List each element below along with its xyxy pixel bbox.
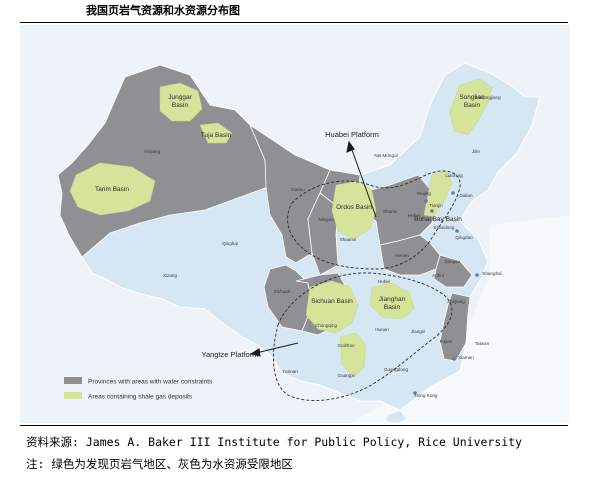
basin-label-basin-line2: Basin: [172, 102, 189, 109]
place-label-xiamen: Xiamen: [458, 355, 474, 360]
map-container: Junggar Basin Tuja Basin Tarim Basin Ordos B…: [20, 25, 570, 423]
source-rule: [20, 425, 568, 426]
place-label-liaoning: Liaoning: [445, 173, 463, 178]
place-label-guizhou: Guizhou: [337, 343, 355, 348]
place-label-hong-kong: Hong Kong: [415, 393, 438, 398]
place-label-hubei: Hubei: [378, 279, 390, 284]
place-label-jiangxi: Jiangxi: [411, 329, 425, 334]
basin-label-sichuan-basin: Sichuan Basin: [311, 298, 353, 305]
place-label-anhui: Anhui: [432, 273, 444, 278]
city-dot-xiamen: [452, 357, 456, 361]
place-label-yunnan: Yunnan: [282, 369, 298, 374]
source-note: 资料来源: James A. Baker III Institute for P…: [26, 434, 522, 450]
place-label-sichuan: Sichuan: [274, 289, 291, 294]
place-label-tianjin: Tianjin: [429, 203, 443, 208]
city-dot-qingdao: [455, 229, 459, 233]
place-label-xizang: Xizang: [163, 273, 177, 278]
place-label-xinjiang: Xinjiang: [144, 149, 161, 154]
place-label-shanghai: Shanghai: [482, 271, 501, 276]
place-label-fujian: Fujian: [440, 339, 453, 344]
platform-label-huabei-platform: Huabei Platform: [325, 130, 379, 139]
place-label-ningxia: Ningxia: [318, 217, 334, 222]
place-label-guangdong: Guangdong: [384, 367, 408, 372]
platform-label-yangtze-platform: Yangtze Platform: [202, 350, 259, 359]
place-label-shaanxi: Shaanxi: [340, 237, 357, 242]
place-label-shandong: Shandong: [434, 225, 455, 230]
basin-label-ordos-basin: Ordos Basin: [336, 204, 372, 211]
place-label-dalian: Dalian: [459, 193, 472, 198]
legend-swatch-water: [64, 377, 82, 384]
legend-label-water: Provinces with areas with water constrai…: [88, 379, 213, 386]
place-label-henan: Henan: [395, 253, 409, 258]
city-dot-shanghai: [475, 273, 479, 277]
city-dot-dalian: [451, 191, 455, 195]
place-label-zhejiang: Zhejiang: [447, 299, 465, 304]
basin-label-tuja-basin: Tuja Basin: [201, 132, 232, 139]
place-label-guangxi: Guangxi: [337, 373, 354, 378]
place-label-heilongjiang: Heilongjiang: [475, 95, 501, 100]
place-label-beijing: Beijing: [417, 191, 431, 196]
basin-label-junggar-line1: Junggar: [168, 94, 192, 101]
place-label-hebei: Hebei: [408, 213, 420, 218]
legend-label-shale: Areas containing shale gas deposits: [88, 394, 193, 401]
place-label-jiangsu: Jiangsu: [444, 259, 460, 264]
basin-label-basin-line2: Basin: [464, 102, 481, 109]
place-label-hunan: Hunan: [375, 327, 389, 332]
title-rule: [20, 22, 568, 23]
place-label-chongqing: Chongqing: [315, 323, 338, 328]
basin-label-bohai-bay-basin: Bohai Bay Basin: [414, 216, 462, 223]
place-label-gansu: Gansu: [291, 187, 305, 192]
basin-label-jianghan-line1: Jianghan: [379, 296, 406, 303]
figure-title: 我国页岩气资源和水资源分布图: [86, 2, 240, 18]
place-label-qingdao: Qingdao: [455, 235, 473, 240]
basin-label-tarim-basin: Tarim Basin: [95, 186, 129, 193]
place-label-shanxi: Shanxi: [383, 209, 397, 214]
legend-swatch-shale: [64, 392, 82, 399]
place-label-jilin: Jilin: [472, 149, 480, 154]
caption-note: 注: 绿色为发现页岩气地区、灰色为水资源受限地区: [26, 456, 293, 472]
place-label-taiwan: Taiwan: [475, 341, 490, 346]
city-dot-tianjin: [430, 209, 434, 213]
basin-label-basin-line2: Basin: [384, 304, 401, 311]
place-label-nei-mongol: Nei Mongol: [374, 153, 397, 158]
place-label-qinghai: Qinghai: [222, 241, 238, 246]
city-dot-beijing: [424, 199, 428, 203]
